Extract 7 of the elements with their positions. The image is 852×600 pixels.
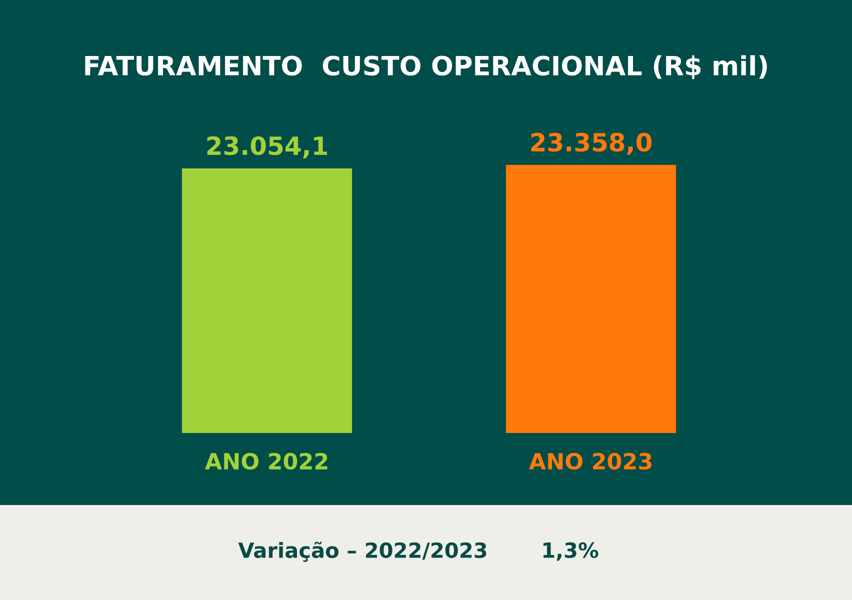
data-label: 23.054,1 [207,136,327,158]
x-tick-label: ANO 2023 [528,452,652,470]
x-tick-label: ANO 2022 [204,452,328,470]
text: Variação – 2022/2023 [238,542,486,562]
chart-title: FATURAMENTO CUSTO OPERACIONAL (R$ mil) [85,55,767,80]
data-label: 23.358,0 [531,132,652,155]
text: 1,3% [543,542,598,561]
